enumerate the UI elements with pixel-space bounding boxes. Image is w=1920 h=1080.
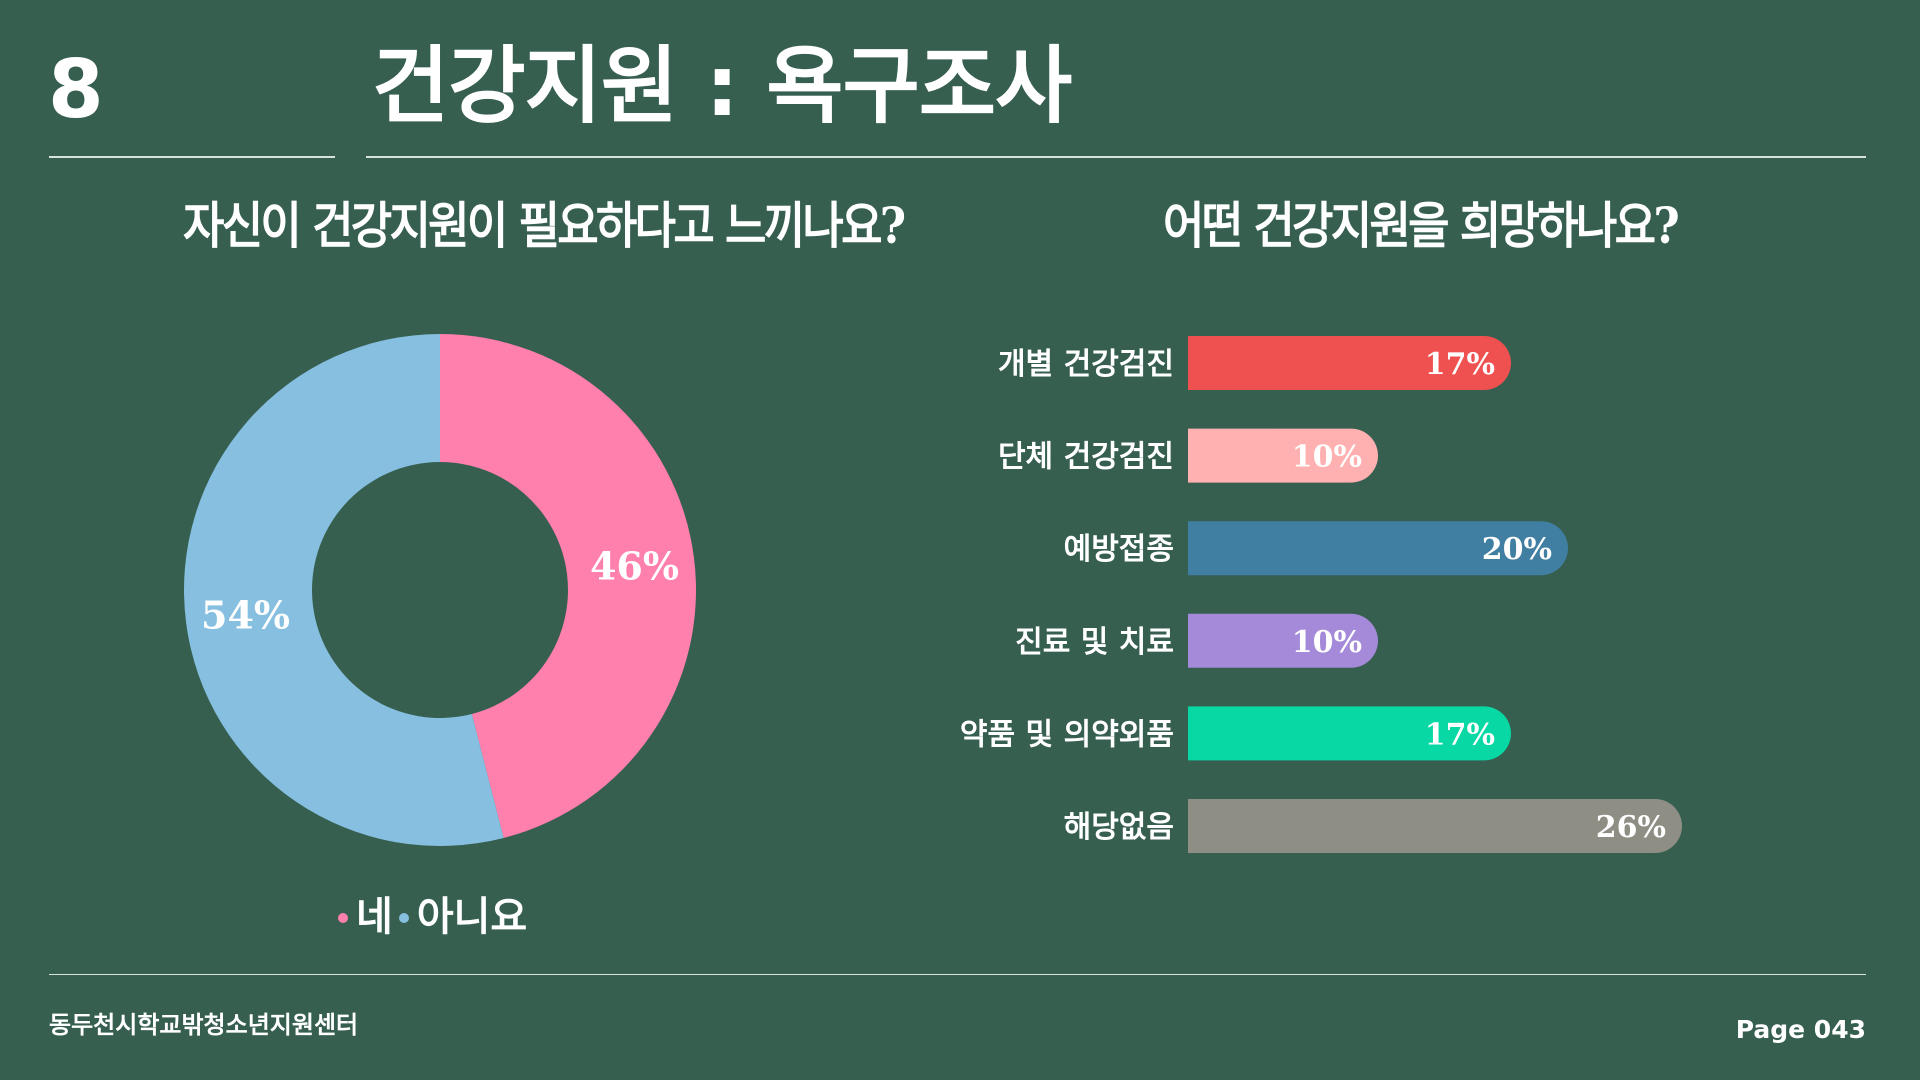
donut-chart: 46% 54% <box>183 334 696 846</box>
bar-5 <box>1188 706 1511 761</box>
bar-category-label-1: 개별 건강검진 <box>998 347 1174 382</box>
bar-category-label-3: 예방접종 <box>1064 532 1174 567</box>
page-title: 건강지원 : 욕구조사 <box>372 37 1072 135</box>
bar-value-label-4: 10% <box>1292 625 1362 660</box>
bar-value-label-6: 26% <box>1596 810 1666 845</box>
legend-label-no: 아니요 <box>416 894 528 940</box>
footer-divider <box>49 974 1866 975</box>
donut-slice-yes <box>440 334 696 838</box>
bar-3 <box>1188 521 1568 576</box>
bar-4 <box>1188 613 1378 668</box>
title-divider-right <box>366 156 1866 158</box>
bar-value-label-2: 10% <box>1292 440 1362 475</box>
legend-item-yes: 네 <box>338 884 393 942</box>
bar-value-label-3: 20% <box>1482 532 1552 567</box>
footer-organization: 동두천시학교밖청소년지원센터 <box>49 1011 359 1039</box>
bar-chart-title: 어떤 건강지원을 희망하나요? <box>1162 196 1680 255</box>
bar-1 <box>1188 336 1511 390</box>
donut-chart-title: 자신이 건강지원이 필요하다고 느끼나요? <box>183 196 906 255</box>
bar-category-label-5: 약품 및 의약외품 <box>960 717 1174 752</box>
legend-swatch-yes <box>338 913 348 923</box>
bar-2 <box>1188 428 1378 483</box>
title-divider-left <box>49 156 335 158</box>
bar-chart: 개별 건강검진 17% 단체 건강검진 10% 예방접종 20% 진료 및 치료 10% 약품 … <box>960 336 1682 853</box>
bar-6 <box>1188 799 1682 853</box>
legend-swatch-no <box>398 913 409 923</box>
legend-item-no: 아니요 <box>398 884 528 942</box>
donut-label-no: 54% <box>201 593 290 638</box>
bar-category-label-4: 진료 및 치료 <box>1015 625 1174 660</box>
bar-value-label-1: 17% <box>1425 347 1495 382</box>
bar-value-label-5: 17% <box>1425 717 1495 752</box>
donut-label-yes: 46% <box>590 543 679 588</box>
slide-number: 8 <box>48 43 104 136</box>
donut-legend: 네 아니요 <box>338 884 527 942</box>
bar-category-label-2: 단체 건강검진 <box>998 440 1174 475</box>
legend-label-yes: 네 <box>356 894 393 940</box>
donut-slice-no <box>183 334 504 846</box>
page-number: Page 043 <box>1735 1015 1866 1044</box>
bar-category-label-6: 해당없음 <box>1064 810 1174 845</box>
